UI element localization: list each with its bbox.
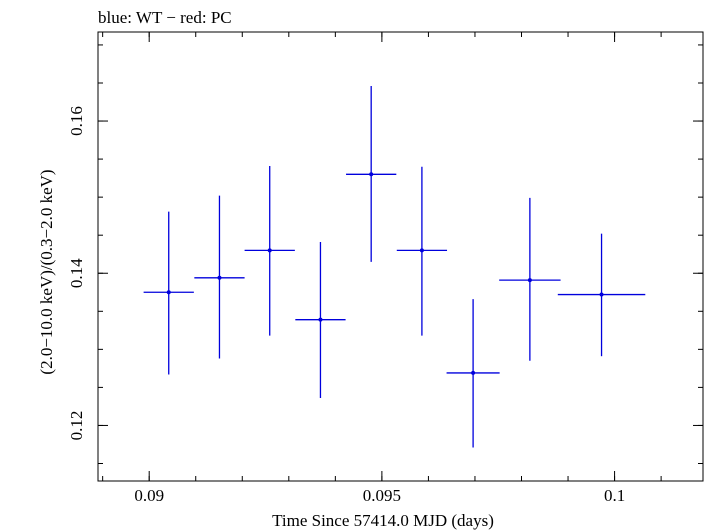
data-marker (527, 278, 532, 283)
x-tick-label: 0.09 (134, 486, 164, 505)
data-marker (419, 248, 424, 253)
data-marker (166, 290, 171, 295)
data-point (396, 166, 448, 336)
y-tick-label: 0.14 (67, 258, 86, 288)
data-series (143, 86, 646, 448)
data-point (499, 197, 561, 361)
data-point (446, 299, 500, 448)
y-tick-labels: 0.12 0.14 0.16 (67, 106, 86, 440)
y-tick-label: 0.12 (67, 411, 86, 441)
data-point (143, 211, 194, 375)
data-marker (318, 317, 323, 322)
data-marker (369, 172, 374, 177)
axis-ticks (98, 32, 703, 481)
data-point (346, 86, 397, 262)
x-tick-label: 0.095 (363, 486, 401, 505)
data-marker (471, 370, 476, 375)
y-axis-label: (2.0−10.0 keV)/(0.3−2.0 keV) (37, 169, 56, 374)
data-point (244, 165, 295, 336)
x-tick-labels: 0.09 0.095 0.1 (134, 486, 625, 505)
x-tick-label: 0.1 (604, 486, 625, 505)
data-marker (599, 292, 604, 297)
plot-frame (97, 31, 704, 482)
y-tick-label: 0.16 (67, 106, 86, 136)
x-axis-label: Time Since 57414.0 MJD (days) (272, 511, 494, 530)
data-point (194, 195, 245, 359)
data-marker (217, 275, 222, 280)
data-point (557, 233, 646, 357)
data-point (295, 242, 346, 399)
chart-title: blue: WT − red: PC (98, 8, 232, 27)
data-marker (267, 248, 272, 253)
